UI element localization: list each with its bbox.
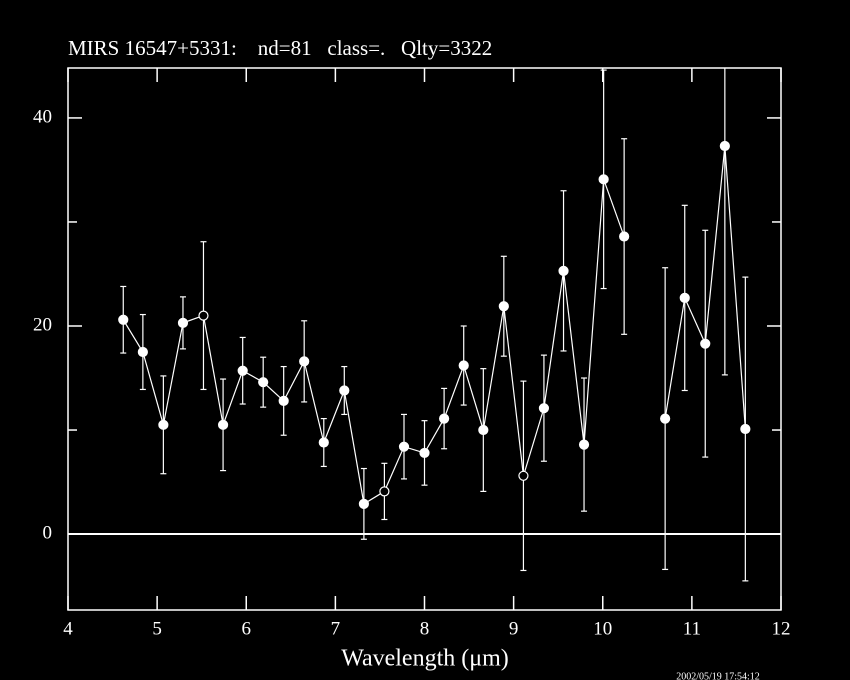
x-tick-label: 6 [242, 618, 252, 639]
x-tick-label: 9 [509, 618, 519, 639]
data-point [439, 413, 450, 424]
data-point [518, 470, 529, 481]
plot-frame [67, 67, 782, 611]
data-point [339, 385, 350, 396]
data-point [578, 439, 590, 450]
x-tick-label: 4 [63, 618, 73, 639]
data-point [700, 338, 711, 349]
data-point [358, 498, 369, 509]
data-point [558, 265, 569, 276]
y-tick-label: 40 [33, 106, 52, 127]
data-point [299, 356, 310, 367]
x-tick-label: 11 [683, 618, 701, 639]
x-tick-label: 12 [772, 618, 791, 639]
data-point [660, 413, 671, 424]
data-point [217, 419, 229, 430]
x-tick-label: 8 [420, 618, 430, 639]
data-point [118, 314, 129, 325]
chart-title: MIRS 16547+5331: nd=81 class=. Qlty=3322 [68, 36, 492, 60]
x-axis-label: Wavelength (μm) [341, 646, 509, 672]
data-point [318, 437, 329, 448]
data-point [278, 395, 289, 406]
data-point [740, 423, 751, 435]
data-point [198, 310, 209, 321]
data-line [122, 145, 746, 505]
x-tick-label: 5 [152, 618, 162, 639]
timestamp: 2002/05/19 17:54:12 [676, 671, 760, 680]
x-tick-label: 7 [331, 618, 341, 639]
y-tick-label: 0 [43, 522, 53, 543]
data-point [498, 301, 509, 312]
data-point [379, 486, 390, 497]
x-tick-label: 10 [593, 618, 612, 639]
y-tick-label: 20 [33, 314, 52, 335]
data-point [398, 441, 410, 452]
data-point [419, 447, 430, 459]
data-point [158, 419, 169, 430]
data-point [237, 365, 248, 376]
data-point [538, 403, 550, 414]
data-point [258, 377, 269, 388]
data-point [719, 140, 730, 152]
data-point [619, 231, 630, 242]
data-point [177, 317, 189, 328]
data-point [598, 174, 609, 185]
data-point [679, 292, 690, 304]
data-point [137, 346, 148, 358]
data-point [458, 360, 469, 371]
plot-area [118, 68, 751, 582]
data-point [478, 424, 489, 436]
